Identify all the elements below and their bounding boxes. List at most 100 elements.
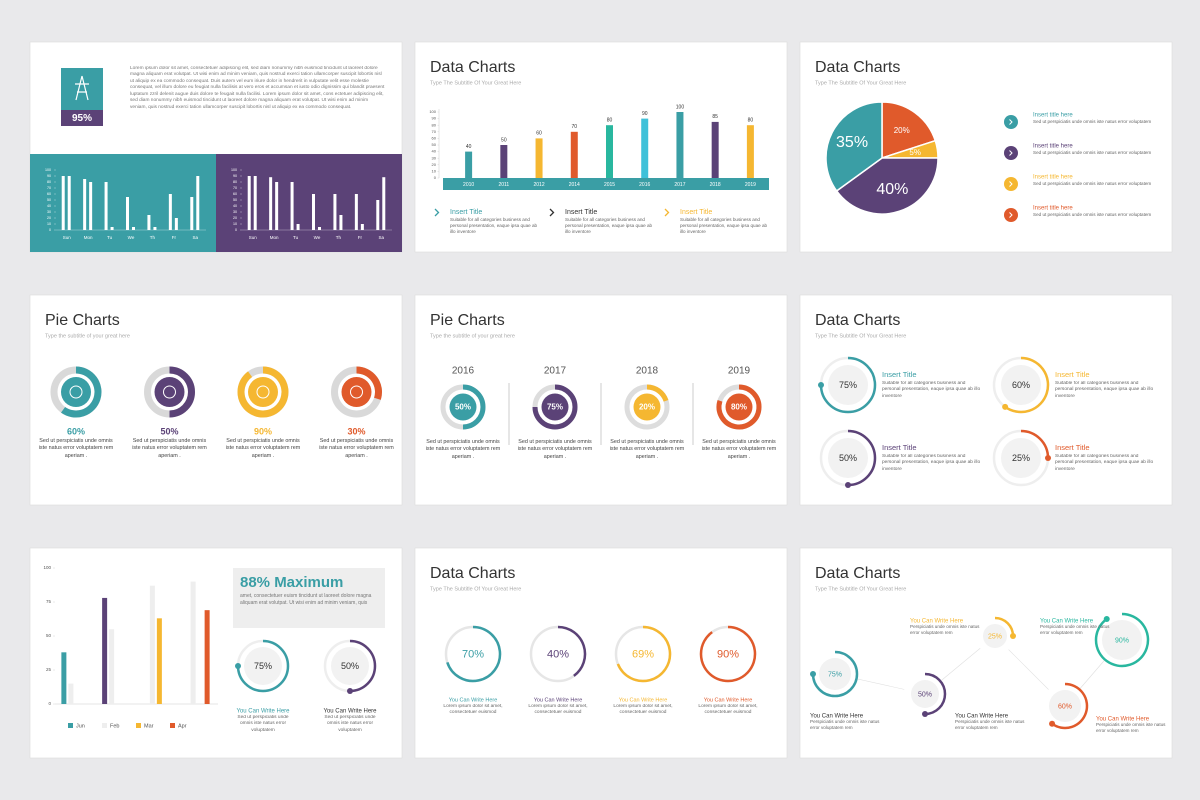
ring-dot: [1045, 455, 1051, 461]
item-title: You Can Write Here: [449, 697, 498, 703]
item-text: Sed ut perspiciatis unde omnis iste natu…: [517, 439, 593, 460]
inner-circle: [725, 393, 753, 421]
ring-arc: [616, 625, 672, 683]
icon: [256, 385, 270, 399]
slide-background: [29, 294, 403, 506]
legend-title: Insert title here: [1033, 206, 1073, 212]
item-text: Sed ut perspiciatis unde omnis iste natu…: [237, 715, 289, 733]
item-text-box: Sed ut perspiciatis unde omnis iste natu…: [319, 438, 394, 459]
x-tick-label: Tu: [107, 235, 113, 240]
item-text-box: Sed ut perspiciatis unde omnis iste natu…: [425, 439, 501, 460]
legend-text-box: Sed ut perspiciatis unde omnis iste natu…: [1033, 181, 1152, 186]
item-text: Perspiciatis unde omnis iste natus error…: [810, 719, 880, 731]
slice-label: 40%: [876, 181, 908, 198]
pie-slice: [881, 101, 937, 160]
bar: [333, 194, 337, 230]
item-title: You Can Write Here: [704, 697, 753, 703]
legend-title: Insert title here: [1033, 113, 1073, 119]
slide: Data Charts Type The Subtitle Of Your Gre…: [799, 41, 1173, 253]
legend-text: Sed ut perspiciatis unde omnis iste natu…: [1033, 119, 1152, 124]
icon: [69, 385, 83, 399]
item-text-box: Lorem ipsum dolor sit amet, consectetuer…: [443, 704, 502, 715]
ring-dot: [922, 711, 928, 717]
slide: 0 25 50 75 100 Jun Feb Mar Apr 88% Maximum amet, c…: [29, 547, 403, 759]
value-label: 60%: [67, 426, 85, 436]
legend-text: Sed ut perspiciatis unde omnis iste natu…: [1033, 181, 1152, 186]
y-tick-label: 0: [49, 228, 51, 232]
bar: [360, 224, 364, 230]
ring-arc: [1094, 612, 1150, 668]
item-text: Suitable for all categories business and…: [882, 381, 981, 399]
chevron: [434, 208, 440, 217]
ring-dot: [1103, 615, 1110, 622]
item-text-box: Suitable for all categories business and…: [1055, 454, 1153, 472]
inner-circle: [1049, 690, 1081, 722]
slide: Data Charts Type The Subtitle Of Your Gre…: [414, 547, 788, 759]
item-text: Suitable for all categories business and…: [882, 454, 981, 472]
x-tick-label: Tu: [293, 235, 299, 240]
value-label: 25%: [988, 633, 1002, 640]
slide: Data Charts Type The Subtitle Of Your Gre…: [414, 41, 788, 253]
slide-subtitle: Type The Subtitle Of Your Great Here: [815, 333, 906, 339]
value-label: 90%: [1115, 637, 1129, 644]
value-label: 80%: [731, 403, 747, 412]
y-tick-label: 70: [233, 186, 237, 190]
legend-icon: [1004, 208, 1018, 222]
ring-arc: [646, 384, 669, 402]
item-text: Sed ut perspiciatis unde omnis iste natu…: [425, 439, 501, 460]
bar: [570, 131, 578, 178]
x-tick-label: Th: [150, 235, 156, 240]
x-tick-label: Fr: [358, 235, 363, 240]
bar: [465, 151, 473, 178]
ring-arc: [532, 384, 578, 430]
item-text-box: Lorem ipsum dolor sit amet, consectetuer…: [698, 704, 757, 715]
bar: [110, 227, 114, 230]
y-tick-label: 40: [432, 149, 437, 154]
value-label: 40: [466, 144, 472, 150]
x-tick-label: 2019: [745, 182, 756, 188]
item-text: Sed ut perspiciatis unde omnis iste natu…: [38, 438, 114, 459]
bar: [500, 145, 508, 178]
ring-arc: [847, 429, 877, 487]
value-label: 60%: [1012, 380, 1030, 390]
item-text-box: Suitable for all categories business and…: [565, 217, 652, 234]
y-tick-label: 20: [47, 216, 51, 220]
icon-box: [61, 68, 103, 110]
x-tick-label: Fr: [172, 235, 177, 240]
bar: [746, 125, 754, 178]
bar: [168, 194, 172, 230]
legend-swatch: [68, 723, 73, 728]
y-tick-label: 50: [46, 633, 52, 638]
item-text: Perspiciatis unde omnis iste natus error…: [955, 719, 1025, 731]
y-tick-label: 0: [48, 701, 51, 706]
bar: [247, 176, 251, 230]
y-tick-label: 40: [47, 204, 51, 208]
legend-icon: [1004, 115, 1018, 129]
bar: [204, 610, 210, 704]
slide: Pie Charts Type the subtitle of your grea…: [414, 294, 788, 506]
value-label: 80: [748, 118, 754, 124]
legend-label: Mar: [144, 723, 154, 729]
y-tick-label: 70: [432, 129, 437, 134]
item-title: Insert Title: [450, 209, 482, 216]
bar: [109, 629, 115, 704]
ring-arc: [716, 384, 762, 430]
bar: [296, 224, 300, 230]
year-label: 2017: [544, 366, 567, 377]
y-tick-label: 30: [233, 210, 237, 214]
bar: [269, 177, 273, 230]
inner-circle: [828, 438, 868, 478]
value-label: 20%: [639, 403, 655, 412]
item-text-box: Suitable for all categories business and…: [1055, 381, 1153, 399]
y-tick-label: 90: [47, 174, 51, 178]
x-tick-label: 2018: [710, 182, 721, 188]
slide-subtitle: Type The Subtitle Of Your Great Here: [815, 586, 906, 592]
value-label: 60%: [1058, 703, 1072, 710]
slide-title: Data Charts: [815, 312, 900, 329]
slide-subtitle: Type the subtitle of your great here: [45, 333, 130, 339]
y-tick-label: 20: [432, 162, 437, 167]
x-tick-label: 2017: [674, 182, 685, 188]
value-label: 90: [642, 111, 648, 117]
bar: [312, 194, 315, 230]
y-tick-label: 0: [434, 175, 437, 180]
